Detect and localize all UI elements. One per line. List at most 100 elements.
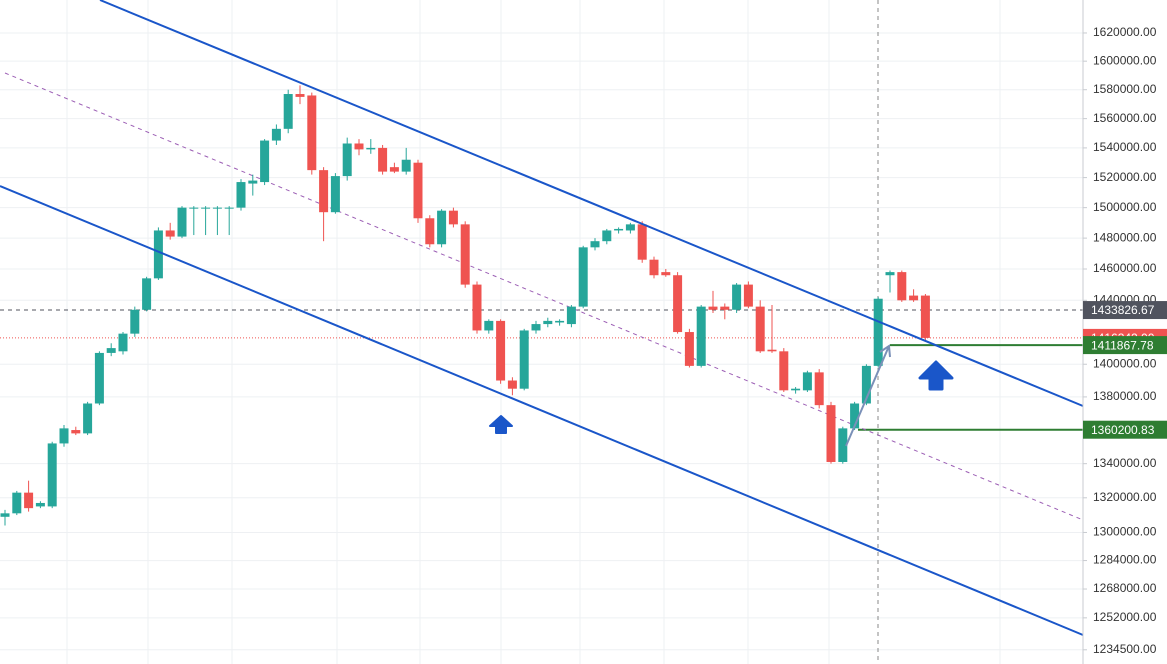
channel-upper (99, 0, 1084, 407)
candle-body (885, 272, 895, 276)
candle-body (35, 502, 45, 507)
candle-body (720, 306, 730, 310)
candle-body (484, 320, 494, 331)
candle-body (755, 306, 765, 352)
candle-body (519, 330, 529, 389)
candle-body (130, 309, 140, 334)
candle-body (897, 272, 907, 301)
candle-body (83, 403, 93, 434)
axis-labels: 1620000.00 1600000.00 1580000.00 1560000.00… (1083, 25, 1167, 656)
candle-body (909, 295, 919, 301)
candle-body (224, 207, 234, 209)
candle-body (236, 182, 246, 208)
channel-lower (0, 185, 1084, 636)
candle-body (614, 228, 624, 231)
y-tick-label: 1520000.00 (1093, 170, 1157, 184)
candle-body (189, 207, 199, 209)
candle-body (177, 207, 187, 237)
candle-body (673, 275, 683, 333)
blue-arrow (918, 360, 954, 391)
candle-body (354, 143, 364, 150)
candle-body (389, 167, 399, 172)
y-tick-label: 1460000.00 (1093, 261, 1157, 275)
candle-body (307, 95, 317, 171)
candle-body (212, 207, 222, 209)
candle-body (437, 210, 447, 245)
candle-body (153, 230, 163, 279)
candle-body (401, 159, 411, 172)
candle-body (802, 372, 812, 391)
candle-body (496, 320, 506, 381)
candle-body (378, 147, 388, 172)
candle-body (24, 492, 34, 509)
y-tick-label: 1234500.00 (1093, 642, 1157, 656)
candle-body (850, 403, 860, 429)
candle-body (472, 284, 482, 331)
y-tick-label: 1620000.00 (1093, 25, 1157, 39)
candle-body (260, 140, 270, 183)
price-label-box (1083, 336, 1167, 355)
blue-arrow (489, 415, 513, 434)
candle-body (106, 348, 116, 353)
candle-body (661, 272, 671, 276)
y-tick-label: 1284000.00 (1093, 553, 1157, 567)
candle-body (602, 230, 612, 242)
candle-body (826, 405, 836, 462)
price-lines (0, 309, 1083, 431)
candle-body (555, 320, 565, 323)
y-tick-label: 1320000.00 (1093, 490, 1157, 504)
candle-body (696, 306, 706, 366)
candle-body (791, 388, 801, 391)
candle-body (838, 428, 848, 462)
candle-body (873, 298, 883, 366)
candle-body (330, 176, 340, 213)
y-tick-label: 1480000.00 (1093, 230, 1157, 244)
candle-body (413, 162, 423, 219)
y-tick-label: 1540000.00 (1093, 140, 1157, 154)
candle-body (94, 352, 104, 404)
candle-body (448, 210, 458, 225)
candle-body (319, 170, 329, 213)
candle-body (71, 430, 81, 434)
candle-body (708, 306, 718, 310)
candle-body (342, 143, 352, 177)
candle-body (248, 180, 258, 184)
y-tick-label: 1580000.00 (1093, 82, 1157, 96)
channel-midline (4, 72, 1084, 521)
candle-body (590, 241, 600, 248)
arrow-head (879, 344, 891, 358)
price-label: 1360200.83 (1091, 423, 1155, 437)
candle-body (779, 351, 789, 391)
arrow-shaft (845, 345, 890, 447)
candle-body (743, 284, 753, 307)
candle-body (507, 380, 517, 389)
price-label: 1433826.67 (1091, 303, 1155, 317)
candle-body (283, 94, 293, 129)
candle-body (118, 333, 128, 352)
price-label: 1411867.78 (1091, 338, 1154, 352)
candle-body (543, 320, 553, 325)
vertical-grid (66, 0, 1001, 664)
candle-body (47, 443, 57, 507)
candle-body (732, 284, 742, 310)
grid (0, 32, 1083, 651)
candle-body (578, 247, 588, 307)
candle-body (625, 224, 635, 231)
candle-body (637, 224, 647, 260)
candle-body (425, 218, 435, 245)
y-tick-label: 1268000.00 (1093, 581, 1157, 595)
candles (0, 85, 930, 526)
y-tick-label: 1500000.00 (1093, 200, 1157, 214)
candle-body (366, 147, 376, 150)
candle-body (566, 306, 576, 325)
candle-body (814, 372, 824, 406)
candle-body (59, 428, 69, 444)
y-tick-label: 1300000.00 (1093, 525, 1157, 539)
candle-body (165, 230, 175, 237)
y-tick-label: 1340000.00 (1093, 456, 1157, 470)
candle-body (460, 224, 470, 285)
gray-arrow (845, 344, 891, 447)
candle-body (649, 259, 659, 276)
candle-body (684, 332, 694, 366)
